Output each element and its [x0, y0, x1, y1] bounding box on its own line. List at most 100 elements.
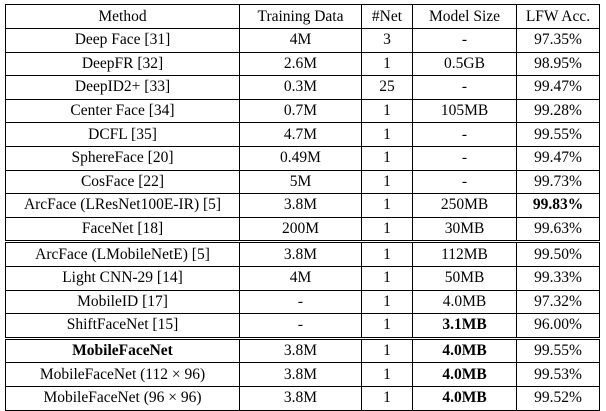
- cell-training-data: -: [239, 313, 362, 339]
- cell-method: MobileID [17]: [5, 289, 240, 315]
- header-training-data: Training Data: [239, 4, 362, 29]
- table-row: MobileFaceNet (96 × 96) 3.8M 1 4.0MB 99.…: [5, 385, 600, 411]
- table-row: ArcFace (LMobileNetE) [5] 3.8M 1 112MB 9…: [5, 240, 600, 267]
- table-row: Center Face [34] 0.7M 1 105MB 99.28%: [5, 98, 600, 124]
- cell-method: ArcFace (LResNet100E-IR) [5]: [5, 193, 240, 218]
- cell-lfw-accuracy: 99.63%: [516, 216, 600, 243]
- cell-method: MobileFaceNet (96 × 96): [5, 385, 240, 411]
- cell-net-count: 1: [361, 51, 413, 77]
- cell-method: DeepFR [32]: [5, 51, 240, 77]
- results-table-container: Method Training Data #Net Model Size LFW…: [5, 4, 600, 411]
- cell-net-count: 1: [361, 240, 413, 267]
- cell-training-data: 4.7M: [239, 122, 362, 147]
- cell-model-size: 30MB: [412, 216, 517, 243]
- cell-model-size: -: [412, 169, 517, 195]
- cell-lfw-accuracy: 99.47%: [516, 75, 600, 100]
- cell-net-count: 1: [361, 385, 413, 411]
- cell-lfw-accuracy: 99.28%: [516, 98, 600, 124]
- cell-training-data: 3.8M: [239, 240, 362, 267]
- cell-method: FaceNet [18]: [5, 216, 240, 243]
- cell-training-data: -: [239, 289, 362, 315]
- table-row: MobileFaceNet 3.8M 1 4.0MB 99.55%: [5, 336, 600, 364]
- table-row: DeepID2+ [33] 0.3M 25 - 99.47%: [5, 75, 600, 100]
- cell-model-size: 105MB: [412, 98, 517, 124]
- cell-model-size-best: 4.0MB: [412, 362, 517, 387]
- header-net-count: #Net: [361, 4, 413, 29]
- table-row: MobileID [17] - 1 4.0MB 97.32%: [5, 289, 600, 315]
- cell-method: Center Face [34]: [5, 98, 240, 124]
- table-row: Light CNN-29 [14] 4M 1 50MB 99.33%: [5, 265, 600, 291]
- comparison-table: Method Training Data #Net Model Size LFW…: [5, 4, 600, 411]
- table-row: FaceNet [18] 200M 1 30MB 99.63%: [5, 216, 600, 243]
- cell-training-data: 0.7M: [239, 98, 362, 124]
- cell-method: CosFace [22]: [5, 169, 240, 195]
- cell-net-count: 1: [361, 313, 413, 339]
- table-row: DeepFR [32] 2.6M 1 0.5GB 98.95%: [5, 51, 600, 77]
- cell-net-count: 1: [361, 336, 413, 364]
- cell-lfw-accuracy: 97.35%: [516, 28, 600, 53]
- cell-model-size: -: [412, 28, 517, 53]
- header-method: Method: [5, 4, 240, 29]
- cell-training-data: 5M: [239, 169, 362, 195]
- table-row: Deep Face [31] 4M 3 - 97.35%: [5, 28, 600, 53]
- cell-method: Light CNN-29 [14]: [5, 265, 240, 291]
- table-row: ShiftFaceNet [15] - 1 3.1MB 96.00%: [5, 313, 600, 339]
- cell-lfw-accuracy: 99.55%: [516, 336, 600, 364]
- cell-lfw-accuracy: 99.33%: [516, 265, 600, 291]
- cell-method: ShiftFaceNet [15]: [5, 313, 240, 339]
- cell-net-count: 1: [361, 362, 413, 387]
- cell-lfw-accuracy-best: 99.83%: [516, 193, 600, 218]
- cell-net-count: 1: [361, 145, 413, 171]
- cell-net-count: 3: [361, 28, 413, 53]
- cell-training-data: 3.8M: [239, 385, 362, 411]
- table-row: ArcFace (LResNet100E-IR) [5] 3.8M 1 250M…: [5, 193, 600, 218]
- cell-model-size: 4.0MB: [412, 289, 517, 315]
- cell-model-size: 250MB: [412, 193, 517, 218]
- cell-model-size: 50MB: [412, 265, 517, 291]
- cell-training-data: 3.8M: [239, 336, 362, 364]
- cell-model-size: -: [412, 122, 517, 147]
- cell-method: DCFL [35]: [5, 122, 240, 147]
- cell-net-count: 1: [361, 289, 413, 315]
- header-lfw-accuracy: LFW Acc.: [516, 4, 600, 29]
- cell-method: Deep Face [31]: [5, 28, 240, 53]
- cell-net-count: 25: [361, 75, 413, 100]
- cell-method: ArcFace (LMobileNetE) [5]: [5, 240, 240, 267]
- table-row: MobileFaceNet (112 × 96) 3.8M 1 4.0MB 99…: [5, 362, 600, 387]
- cell-net-count: 1: [361, 265, 413, 291]
- cell-training-data: 0.3M: [239, 75, 362, 100]
- cell-net-count: 1: [361, 193, 413, 218]
- cell-model-size: 112MB: [412, 240, 517, 267]
- header-row: Method Training Data #Net Model Size LFW…: [5, 4, 600, 29]
- table-row: CosFace [22] 5M 1 - 99.73%: [5, 169, 600, 195]
- cell-model-size: -: [412, 145, 517, 171]
- cell-lfw-accuracy: 99.47%: [516, 145, 600, 171]
- cell-lfw-accuracy: 99.50%: [516, 240, 600, 267]
- cell-net-count: 1: [361, 122, 413, 147]
- table-row: SphereFace [20] 0.49M 1 - 99.47%: [5, 145, 600, 171]
- cell-lfw-accuracy: 99.53%: [516, 362, 600, 387]
- cell-training-data: 4M: [239, 265, 362, 291]
- cell-training-data: 3.8M: [239, 193, 362, 218]
- cell-method: MobileFaceNet (112 × 96): [5, 362, 240, 387]
- header-model-size: Model Size: [412, 4, 517, 29]
- cell-model-size-best: 3.1MB: [412, 313, 517, 339]
- cell-training-data: 0.49M: [239, 145, 362, 171]
- cell-lfw-accuracy: 96.00%: [516, 313, 600, 339]
- cell-lfw-accuracy: 99.55%: [516, 122, 600, 147]
- cell-method: SphereFace [20]: [5, 145, 240, 171]
- cell-net-count: 1: [361, 216, 413, 243]
- cell-model-size: -: [412, 75, 517, 100]
- cell-lfw-accuracy: 98.95%: [516, 51, 600, 77]
- cell-lfw-accuracy: 97.32%: [516, 289, 600, 315]
- cell-method-highlight: MobileFaceNet: [5, 336, 240, 364]
- cell-training-data: 4M: [239, 28, 362, 53]
- cell-training-data: 200M: [239, 216, 362, 243]
- cell-net-count: 1: [361, 98, 413, 124]
- cell-model-size-best: 4.0MB: [412, 336, 517, 364]
- cell-training-data: 3.8M: [239, 362, 362, 387]
- cell-model-size-best: 4.0MB: [412, 385, 517, 411]
- table-row: DCFL [35] 4.7M 1 - 99.55%: [5, 122, 600, 147]
- cell-lfw-accuracy: 99.52%: [516, 385, 600, 411]
- cell-method: DeepID2+ [33]: [5, 75, 240, 100]
